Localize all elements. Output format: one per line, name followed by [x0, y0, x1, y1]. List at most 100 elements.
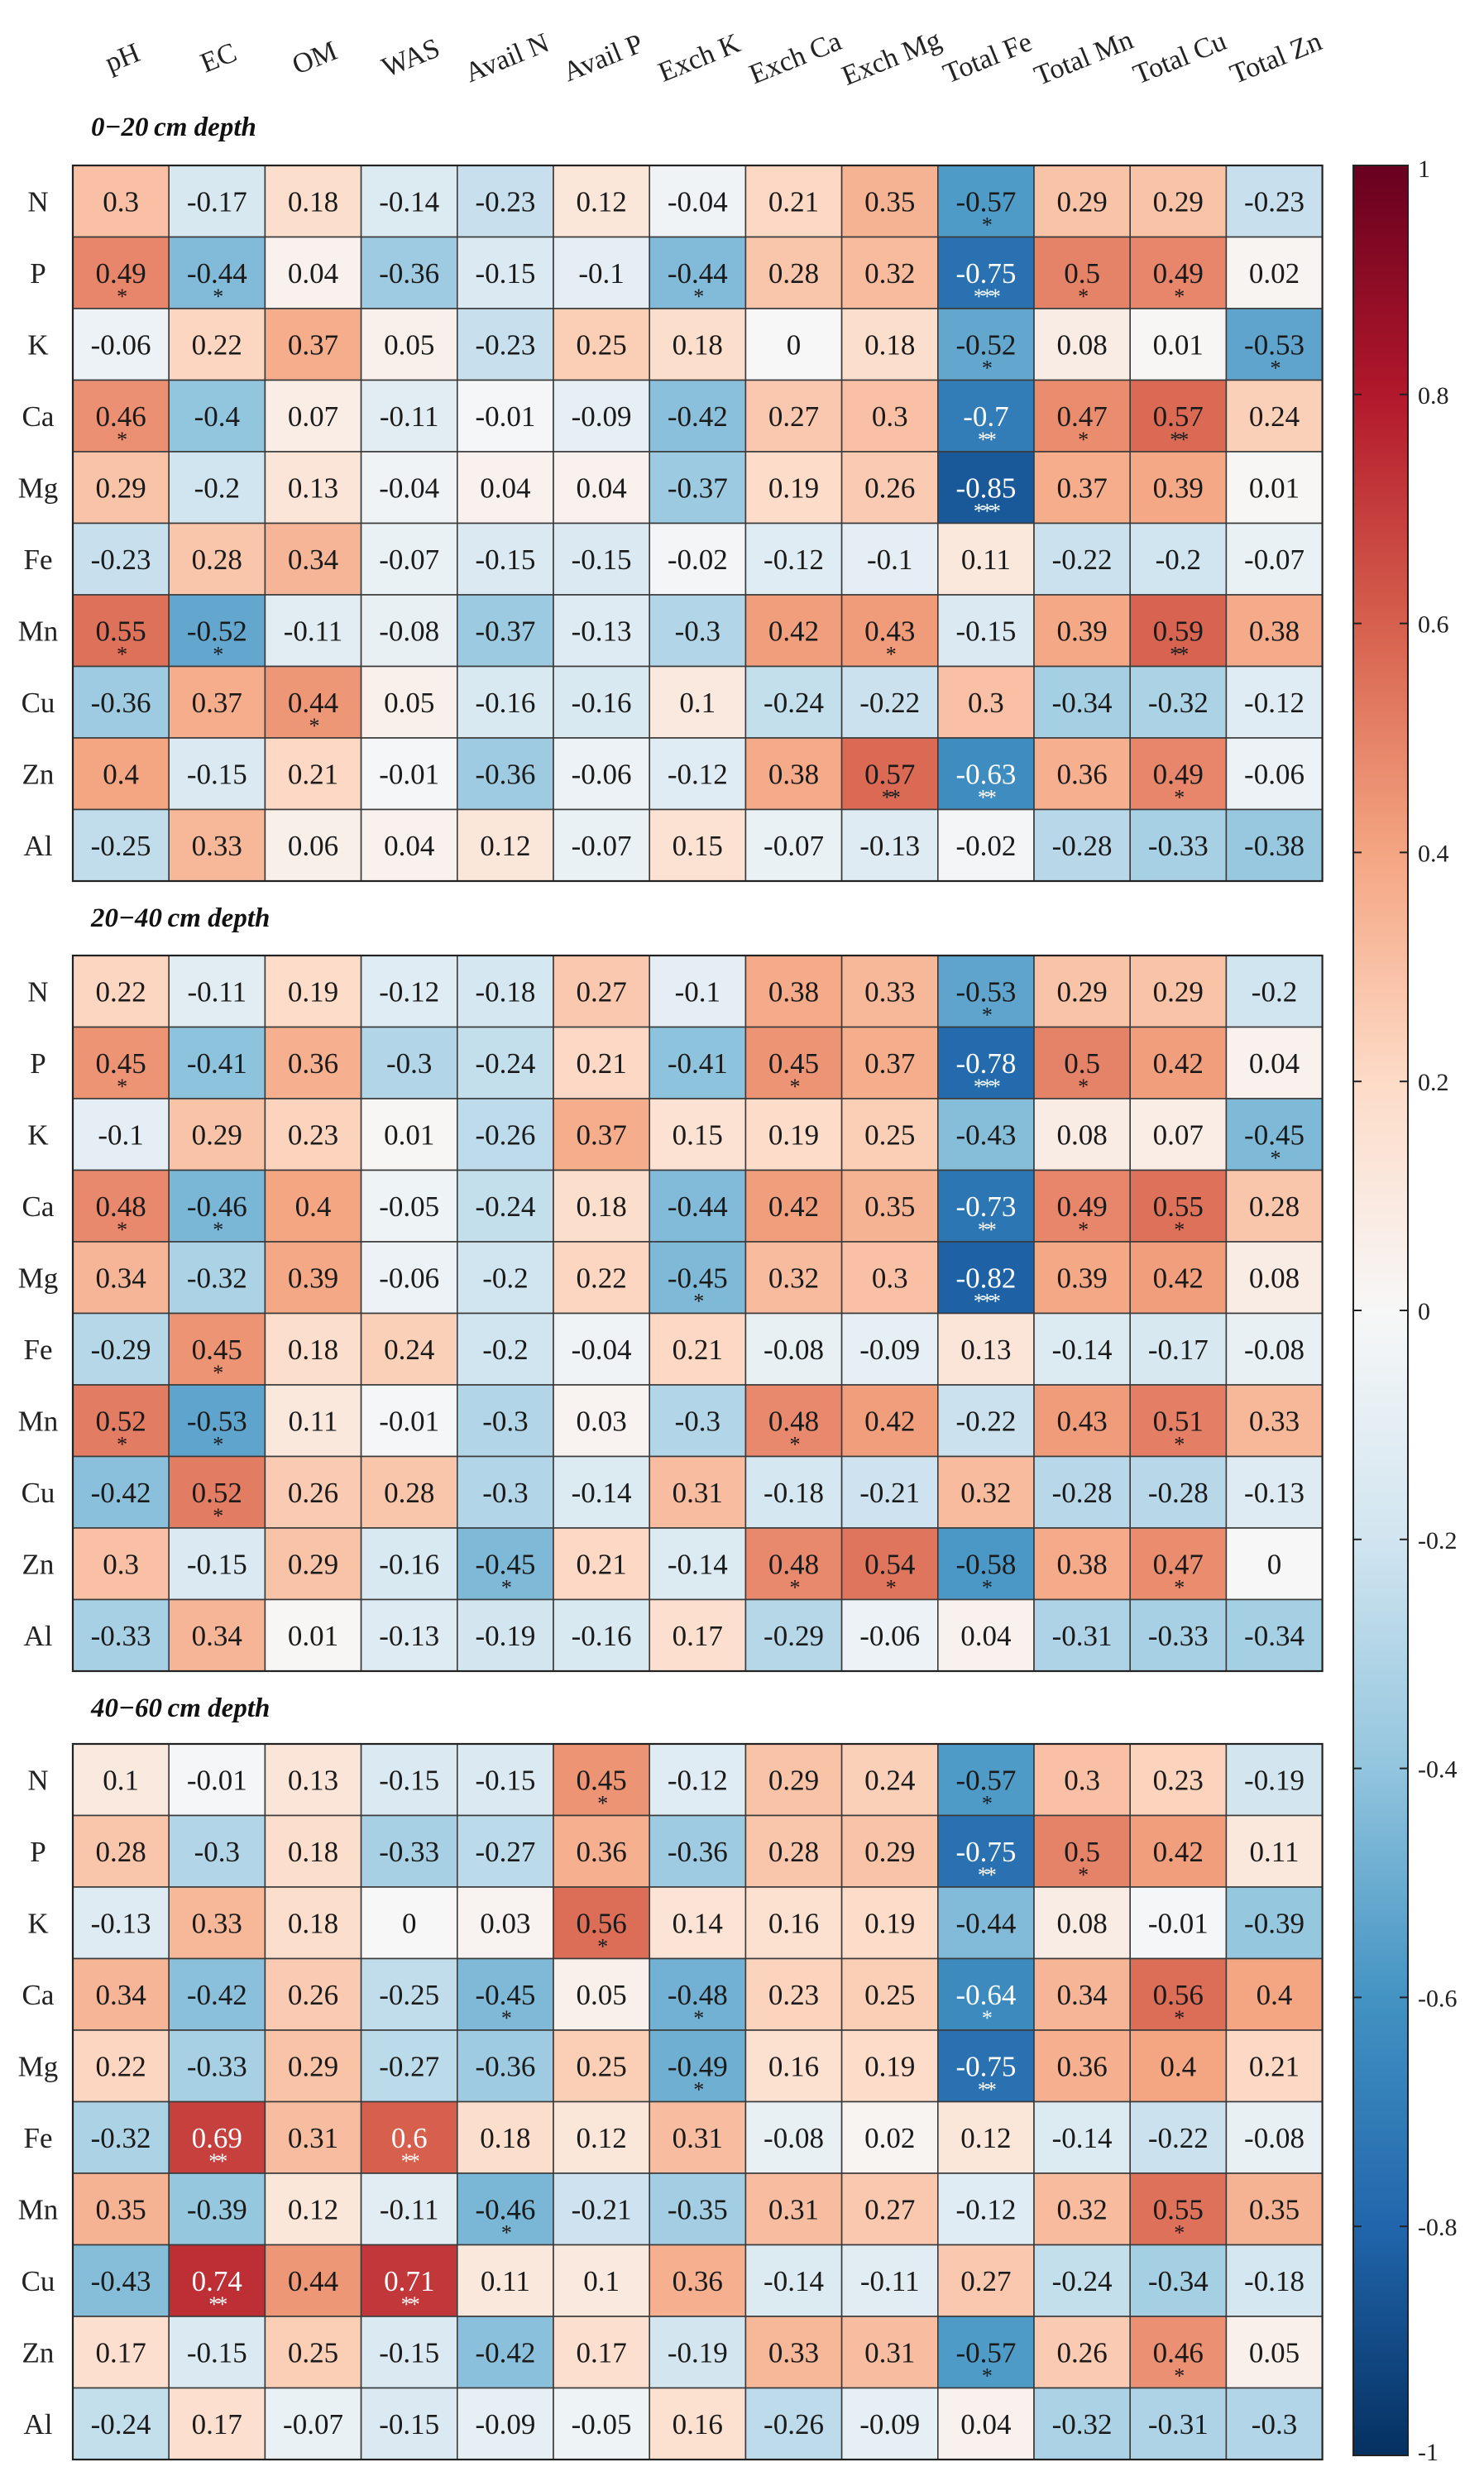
cell-value-label: -0.32 — [1052, 2408, 1113, 2440]
cell-value-label: -0.1 — [675, 975, 720, 1008]
heatmap-cell — [744, 1312, 843, 1386]
cell-value-label: 0 — [1267, 1548, 1282, 1580]
row-label-p: P — [30, 257, 45, 290]
heatmap-cell — [1129, 1886, 1228, 1960]
heatmap-cell — [649, 2172, 747, 2246]
cell-value-label: 0.29 — [1056, 185, 1107, 218]
heatmap-cell — [840, 2244, 939, 2317]
heatmap-cell — [840, 1598, 939, 1672]
cell-value-label: -0.17 — [1148, 1334, 1209, 1366]
cell-value-label: -0.14 — [1052, 1334, 1113, 1366]
cell-value-label: -0.3 — [194, 1836, 240, 1868]
cell-value-label: 0.29 — [95, 472, 146, 504]
cell-value-label: -0.27 — [475, 1836, 535, 1868]
cell-value-label: -0.22 — [955, 1405, 1016, 1437]
cell-value-label: 0.45 — [768, 1047, 819, 1080]
heatmap-cell — [168, 165, 266, 238]
cell-value-label: -0.22 — [1052, 544, 1113, 576]
heatmap-cell — [264, 1312, 362, 1386]
heatmap-cell — [168, 2172, 266, 2246]
cell-value-label: -0.52 — [187, 615, 247, 647]
heatmap-cell — [72, 1026, 170, 1099]
cell-value-label: 0.02 — [864, 2122, 915, 2154]
row-label-zn: Zn — [22, 1548, 55, 1580]
row-label-al: Al — [24, 1620, 53, 1652]
cell-value-label: 0.35 — [1249, 2193, 1300, 2225]
cell-value-label: 0.32 — [960, 1477, 1011, 1509]
heatmap-cell — [1225, 2100, 1324, 2174]
heatmap-cell — [360, 1743, 458, 1817]
cell-value-label: -0.33 — [91, 1620, 151, 1652]
heatmap-cell — [1033, 522, 1131, 596]
heatmap-cell — [840, 308, 939, 381]
row-label-ca: Ca — [22, 1190, 55, 1223]
heatmap-cell — [553, 2387, 650, 2460]
cell-value-label: -0.3 — [1252, 2408, 1297, 2440]
cell-value-label: 0.17 — [576, 2336, 626, 2369]
cell-value-label: -0.44 — [668, 257, 728, 290]
cell-value-label: 0.32 — [768, 1262, 819, 1294]
heatmap-cell — [1225, 665, 1324, 739]
cell-value-label: 0.36 — [1056, 2050, 1107, 2082]
cell-value-label: -0.45 — [475, 1979, 535, 2011]
cell-value-label: -0.18 — [764, 1477, 824, 1509]
cell-value-label: 0.19 — [864, 1907, 915, 1939]
cell-value-label: -0.06 — [572, 758, 632, 790]
heatmap-cell — [1225, 522, 1324, 596]
heatmap-cell — [456, 1814, 554, 1888]
cell-value-label: -0.37 — [475, 615, 535, 647]
heatmap-cell — [1033, 1026, 1131, 1099]
cell-value-label: 0.31 — [864, 2336, 915, 2369]
cell-value-label: 0.26 — [864, 472, 915, 504]
cell-value-label: 0.34 — [288, 544, 338, 576]
cell-value-label: 0.22 — [95, 2050, 146, 2082]
cell-value-label: -0.17 — [187, 185, 247, 218]
cell-value-label: -0.06 — [1244, 758, 1304, 790]
heatmap-cell — [264, 1814, 362, 1888]
cell-value-label: -0.16 — [572, 1620, 632, 1652]
cell-value-label: 0.59 — [1153, 615, 1204, 647]
cell-value-label: -0.3 — [482, 1477, 528, 1509]
row-label-ca: Ca — [22, 1979, 55, 2011]
heatmap-cell — [649, 1598, 747, 1672]
heatmap-cell — [456, 665, 554, 739]
heatmap-cell — [649, 1241, 747, 1315]
cell-value-label: -0.36 — [91, 687, 151, 719]
heatmap-cell — [1033, 2316, 1131, 2389]
cell-value-label: -0.09 — [572, 400, 632, 433]
cell-value-label: 0.04 — [384, 830, 434, 862]
cell-value-label: 0.21 — [768, 185, 819, 218]
column-header-exch-k: Exch K — [654, 28, 745, 89]
cell-value-label: 0.38 — [1249, 615, 1300, 647]
cell-value-label: -0.06 — [379, 1262, 439, 1294]
heatmap-cell — [168, 1384, 266, 1458]
cell-value-label: -0.12 — [955, 2193, 1016, 2225]
heatmap-cell — [937, 2100, 1035, 2174]
cell-value-label: -0.08 — [764, 1334, 824, 1366]
heatmap-cell — [1225, 808, 1324, 882]
cell-value-label: 0.33 — [768, 2336, 819, 2369]
heatmap-cell — [937, 308, 1035, 381]
cell-value-label: -0.2 — [194, 472, 240, 504]
significance-marker: *** — [974, 285, 1000, 309]
cell-value-label: 0.21 — [288, 758, 338, 790]
heatmap-cell — [744, 2100, 843, 2174]
cell-value-label: 0.23 — [768, 1979, 819, 2011]
heatmap-cell — [553, 165, 650, 238]
cell-value-label: 0.28 — [768, 1836, 819, 1868]
cell-value-label: -0.11 — [380, 400, 439, 433]
column-header-total-zn: Total Zn — [1226, 26, 1326, 90]
heatmap-cell — [168, 2244, 266, 2317]
heatmap-cell — [1129, 451, 1228, 525]
row-label-zn: Zn — [22, 2336, 55, 2369]
heatmap-cell — [840, 1957, 939, 2031]
cell-value-label: 0.49 — [1153, 758, 1204, 790]
cell-value-label: -0.19 — [1244, 1764, 1304, 1796]
heatmap-cell — [553, 308, 650, 381]
cell-value-label: 0.48 — [768, 1405, 819, 1437]
heatmap-cell — [840, 2316, 939, 2389]
cell-value-label: -0.2 — [482, 1334, 528, 1366]
cell-value-label: 0.22 — [576, 1262, 626, 1294]
heatmap-cell — [168, 1743, 266, 1817]
